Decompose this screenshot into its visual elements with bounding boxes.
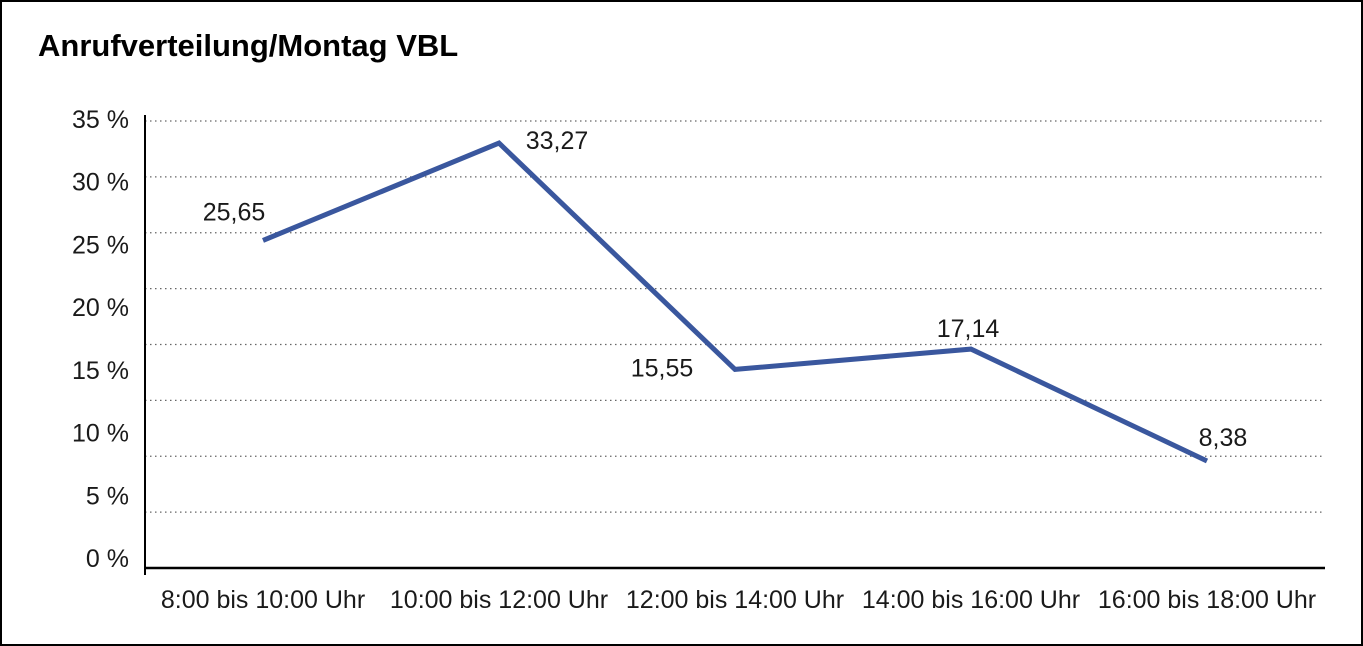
data-label: 8,38 xyxy=(1199,424,1248,452)
y-tick-label: 25 % xyxy=(72,231,129,259)
y-tick-label: 20 % xyxy=(72,294,129,322)
x-category-label: 14:00 bis 16:00 Uhr xyxy=(862,586,1080,614)
y-tick-label: 15 % xyxy=(72,357,129,385)
x-category-label: 16:00 bis 18:00 Uhr xyxy=(1098,586,1316,614)
data-label: 17,14 xyxy=(937,315,1000,343)
data-label: 15,55 xyxy=(631,354,694,382)
y-tick-label: 0 % xyxy=(86,545,129,573)
x-category-label: 12:00 bis 14:00 Uhr xyxy=(626,586,844,614)
y-tick-label: 30 % xyxy=(72,169,129,197)
x-category-label: 10:00 bis 12:00 Uhr xyxy=(390,586,608,614)
y-tick-label: 5 % xyxy=(86,482,129,510)
series-line xyxy=(262,140,1209,464)
y-tick-label: 10 % xyxy=(72,420,129,448)
data-label: 25,65 xyxy=(203,198,266,226)
x-category-label: 8:00 bis 10:00 Uhr xyxy=(161,586,365,614)
data-label: 33,27 xyxy=(526,127,589,155)
y-tick-label: 35 % xyxy=(72,106,129,134)
chart-title: Anrufverteilung/Montag VBL xyxy=(38,28,459,63)
